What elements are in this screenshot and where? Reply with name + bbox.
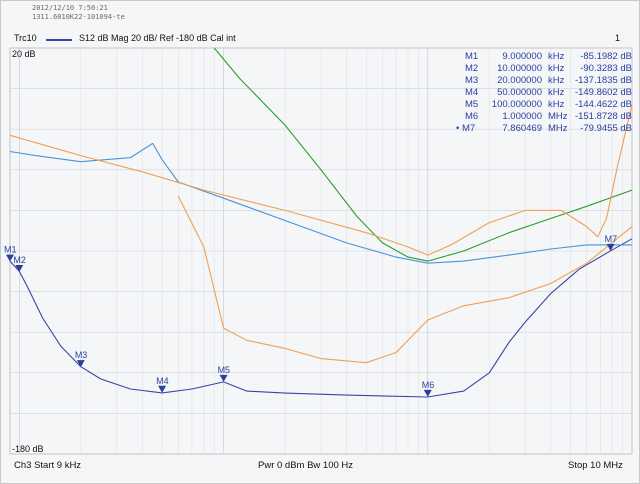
marker-unit: kHz [548, 51, 565, 62]
trace-color-swatch [46, 39, 72, 41]
marker-id: M6 [465, 111, 479, 122]
marker-label-M5: M5 [218, 365, 231, 375]
y-tick-label: 20 dB [12, 49, 36, 59]
marker-frequency: 50.000000 [497, 87, 542, 98]
marker-symbol-M3 [76, 360, 85, 368]
y-tick-label: -180 dB [12, 444, 44, 454]
trace-name[interactable]: Trc10 [14, 33, 37, 43]
marker-label-M3: M3 [75, 350, 88, 360]
marker-id: M1 [465, 51, 479, 62]
marker-label-M7: M7 [605, 234, 618, 244]
marker-frequency: 1.000000 [502, 111, 542, 122]
marker-label-M1: M1 [4, 245, 17, 255]
marker-frequency: 20.000000 [497, 75, 542, 86]
trace-line-1 [9, 238, 633, 398]
marker-label-M4: M4 [156, 376, 169, 386]
marker-unit: MHz [548, 123, 568, 134]
marker-id: M2 [465, 63, 479, 74]
trace-line-5 [177, 195, 633, 364]
marker-frequency: 10.000000 [497, 63, 542, 74]
marker-frequency: 100.000000 [491, 99, 542, 110]
y-tick-labels: 20 dB -180 dB [12, 49, 44, 454]
marker-symbol-M2 [15, 265, 24, 272]
marker-unit: MHz [548, 111, 568, 122]
marker-symbol-M7 [606, 243, 615, 251]
marker-id: • M7 [456, 123, 476, 134]
stop-frequency-label[interactable]: Stop 10 MHz [568, 460, 623, 471]
marker-unit: kHz [548, 75, 565, 86]
marker-id: M3 [465, 75, 479, 86]
marker-value: -85.1982 dB [580, 51, 632, 62]
marker-symbol-M5 [219, 374, 228, 382]
marker-value: -90.3283 dB [580, 63, 632, 74]
trace-line-3 [213, 47, 633, 262]
timestamp-label: 2012/12/10 7:50:21 [32, 4, 108, 12]
marker-unit: kHz [548, 87, 565, 98]
trace-line-4 [9, 104, 633, 256]
marker-value: -79.9455 dB [580, 123, 632, 134]
start-frequency-label[interactable]: Ch3 Start 9 kHz [14, 460, 82, 471]
marker-unit: kHz [548, 99, 565, 110]
marker-unit: kHz [548, 63, 565, 74]
marker-value: -137.1835 dB [574, 75, 632, 86]
marker-value: -144.4622 dB [574, 99, 632, 110]
marker-id: M4 [465, 87, 479, 98]
power-bandwidth-label[interactable]: Pwr 0 dBm Bw 100 Hz [258, 460, 354, 471]
marker-symbol-M6 [423, 389, 432, 397]
channel-number: 1 [615, 33, 621, 43]
marker-label-M6: M6 [422, 380, 435, 390]
marker-value: -151.8728 dB [574, 111, 632, 122]
marker-value: -149.8602 dB [574, 87, 632, 98]
marker-frequency: 7.860469 [502, 123, 542, 134]
trace-description[interactable]: S12 dB Mag 20 dB/ Ref -180 dB Cal int [79, 33, 236, 43]
marker-id: M5 [465, 99, 479, 110]
marker-symbol-M4 [158, 385, 167, 393]
trace-line-2 [9, 142, 632, 264]
marker-label-M2: M2 [13, 255, 26, 265]
marker-symbol-M1 [6, 254, 14, 262]
traces [9, 47, 633, 398]
file-id-label: 1311.6010K22-101094-te [32, 13, 125, 21]
marker-frequency: 9.000000 [502, 51, 542, 62]
